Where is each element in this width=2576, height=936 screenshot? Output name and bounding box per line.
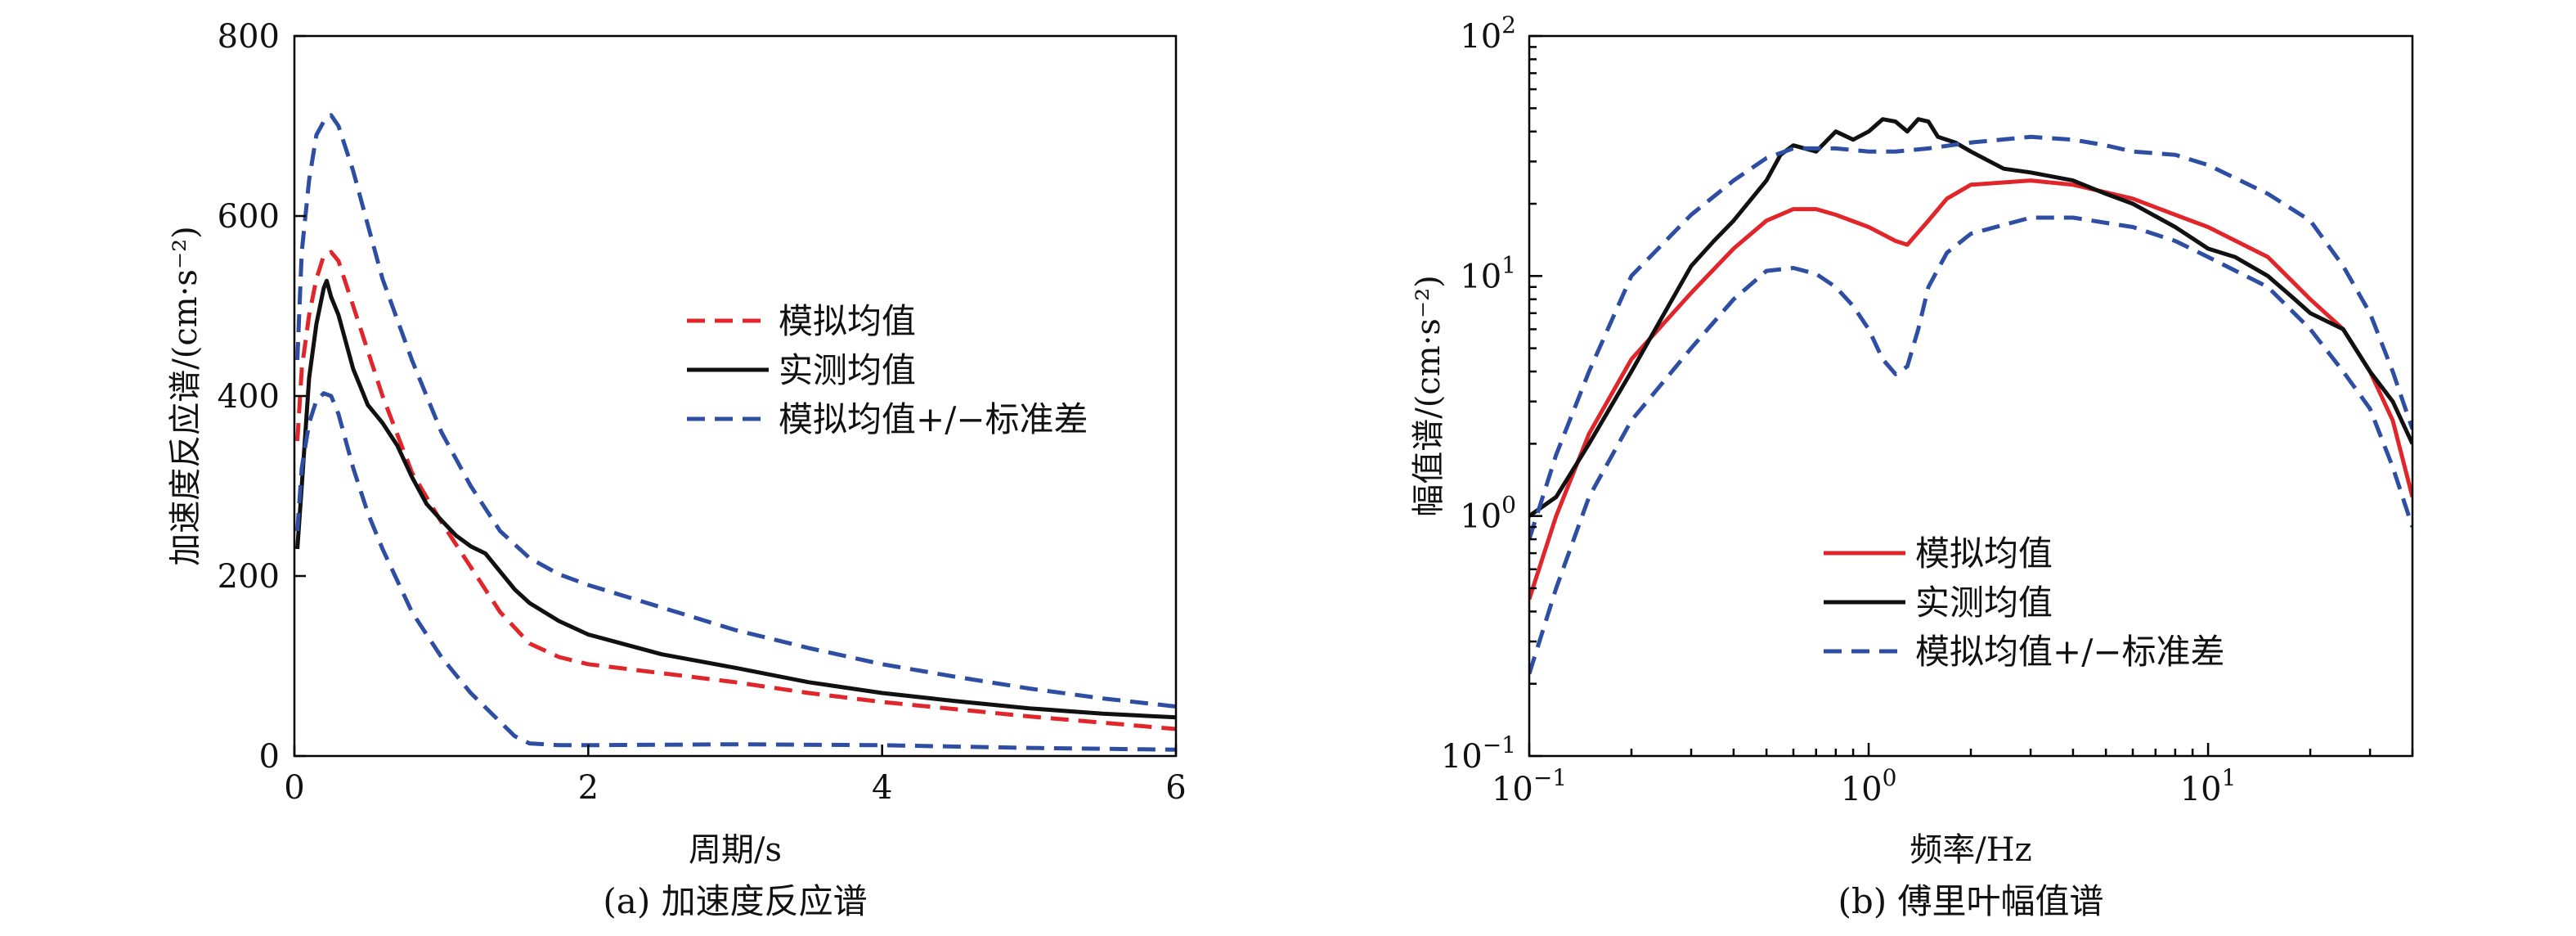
panel-b-x-tick-label: 10−1 <box>1492 764 1567 808</box>
panel-a-series-2-line <box>295 278 1176 720</box>
panel-b-legend-label: 实测均值 <box>1915 583 2053 623</box>
panel-b-y-ticks: 10−1 100 101 102 <box>1441 11 1542 776</box>
panel-b-legend-label: 模拟均值 <box>1915 533 2053 574</box>
panel-a-series-1-line <box>295 250 1176 731</box>
panel-a-x-axis-label: 周期/s <box>689 831 782 869</box>
panel-a-legend-label: 实测均值 <box>779 350 916 390</box>
panel-b-plot-area <box>1529 117 2412 675</box>
panel-b-y-axis-label: 幅值谱/(cm·s⁻²) <box>1410 275 1447 516</box>
panel-a-y-tick-label: 400 <box>218 378 280 416</box>
panel-a-y-tick-label: 200 <box>218 558 280 596</box>
panel-a-y-axis-label: 加速度反应谱/(cm·s⁻²) <box>167 226 204 565</box>
panel-a-x-tick-label: 0 <box>284 769 304 807</box>
panel-a-x-tick-label: 6 <box>1165 769 1186 807</box>
panel-b-legend-label: 模拟均值+/−标准差 <box>1915 632 2225 672</box>
panel-a-series-3-line <box>295 113 1176 709</box>
panel-a-legend-label: 模拟均值 <box>779 301 916 341</box>
panel-a-y-ticks: 0 200 400 600 800 <box>218 18 306 776</box>
panel-b-series-2-line <box>1529 117 2412 518</box>
panel-b-x-ticks: 10−1 100 101 <box>1492 743 2414 808</box>
panel-b-x-tick-label: 101 <box>2180 764 2237 808</box>
panel-a-legend-label: 模拟均值+/−标准差 <box>779 399 1088 439</box>
panel-a-x-tick-label: 2 <box>578 769 599 807</box>
panel-b-series-4-line <box>1529 215 2412 675</box>
panel-b-caption: (b) 傅里叶幅值谱 <box>1838 881 2103 921</box>
panel-a-y-tick-label: 0 <box>259 738 280 776</box>
panel-a-x-ticks: 0 2 4 6 <box>284 745 1187 807</box>
panel-b-y-tick-label: 100 <box>1460 492 1516 536</box>
panel-b-x-axis-label: 频率/Hz <box>1910 831 2031 869</box>
panel-a-plot-area <box>295 113 1176 752</box>
panel-a-y-tick-label: 600 <box>218 198 280 236</box>
panel-a-x-tick-label: 4 <box>872 769 892 807</box>
panel-b-x-tick-label: 100 <box>1841 764 1897 808</box>
panel-a-series-4-line <box>295 391 1176 752</box>
panel-a-axes-frame <box>293 34 1178 758</box>
panel-b-y-tick-label: 101 <box>1460 251 1516 295</box>
panel-b-fourier-spectrum: 10−1 100 101 10−1 100 101 102 频率/Hz 幅值谱/(cm·s… <box>1410 11 2414 921</box>
panel-b-y-tick-label: 102 <box>1460 11 1516 56</box>
panel-a-caption: (a) 加速度反应谱 <box>603 881 867 921</box>
panel-b-series-3-line <box>1529 134 2412 540</box>
panel-b-series-1-line <box>1529 178 2412 601</box>
panel-b-y-tick-label: 10−1 <box>1441 731 1516 776</box>
panel-a-y-tick-label: 800 <box>218 18 280 56</box>
